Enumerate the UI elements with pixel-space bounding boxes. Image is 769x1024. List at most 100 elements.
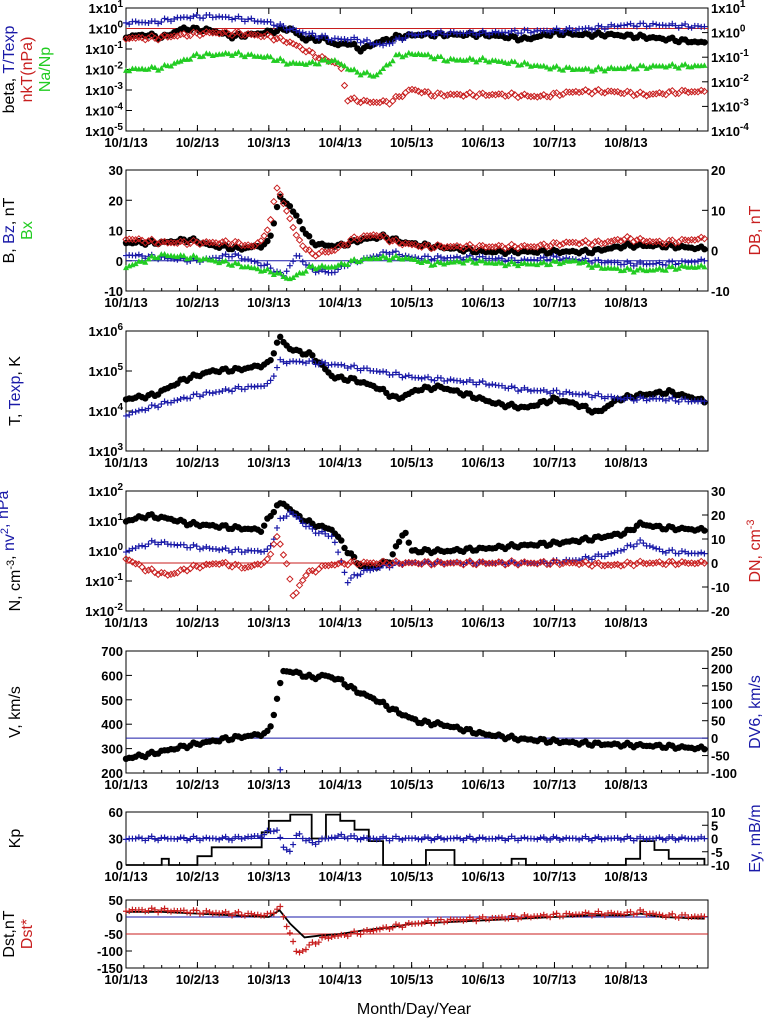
data-point (264, 265, 271, 272)
data-point (347, 36, 354, 43)
data-point (534, 836, 541, 843)
data-point (145, 66, 152, 72)
y-tick-label: 30 (109, 832, 123, 847)
data-point (212, 835, 219, 842)
data-point (389, 924, 396, 931)
x-tick-label: 10/8/13 (604, 615, 647, 630)
data-point (698, 549, 705, 556)
data-point (701, 398, 708, 405)
data-point (142, 407, 149, 414)
y2-tick-label: 1x10-4 (711, 122, 749, 139)
data-point (565, 238, 574, 247)
y-tick-label: 0 (116, 858, 123, 873)
data-point (161, 398, 168, 405)
data-point (592, 910, 599, 917)
data-point (267, 18, 274, 25)
y-tick-label: 1x10-3 (85, 81, 123, 98)
data-point (200, 392, 207, 399)
data-point (267, 53, 274, 60)
data-point (177, 14, 184, 21)
data-point (318, 562, 326, 570)
panel-p4: 10/1/13 10/2/13 10/3/13 10/4/13 10/5/13 10/6/… (0, 482, 764, 630)
data-point (601, 562, 609, 570)
data-point (376, 98, 384, 107)
data-point (145, 19, 152, 26)
data-point (386, 256, 393, 263)
data-point (354, 365, 361, 372)
data-point (543, 242, 551, 251)
data-point (540, 386, 547, 393)
data-point (636, 88, 644, 96)
data-point (357, 258, 364, 264)
data-point (559, 240, 567, 248)
data-point (180, 565, 188, 573)
data-point (347, 575, 354, 582)
data-point (437, 254, 444, 261)
data-point (254, 31, 262, 39)
x-tick-label: 10/7/13 (533, 615, 576, 630)
data-point (299, 46, 307, 54)
data-point (155, 67, 162, 73)
x-tick-label: 10/1/13 (104, 869, 147, 884)
data-point (261, 831, 268, 838)
data-point (688, 63, 695, 70)
data-point (630, 397, 637, 404)
y2-tick-label: 0 (711, 556, 718, 571)
data-point (607, 561, 615, 570)
data-point (319, 358, 326, 365)
data-point (277, 21, 284, 28)
data-point (540, 91, 548, 99)
data-point (457, 258, 464, 265)
y-axis-label: V, km/s (7, 686, 24, 738)
data-point (290, 274, 297, 281)
data-point (274, 57, 281, 63)
data-point (277, 356, 284, 363)
data-point (402, 373, 409, 380)
data-point (380, 42, 387, 49)
data-point (296, 516, 303, 523)
data-point (523, 243, 532, 251)
data-point (158, 19, 165, 26)
data-point (521, 259, 528, 266)
data-point (627, 542, 634, 549)
data-point (637, 265, 644, 271)
data-point (556, 560, 564, 569)
data-point (633, 260, 640, 267)
data-point (431, 255, 438, 262)
data-point (637, 394, 644, 401)
data-point (132, 408, 139, 415)
data-point (386, 40, 393, 47)
data-point (428, 30, 435, 37)
data-point (376, 68, 383, 75)
panel-p6: 10/1/13 10/2/13 10/3/13 10/4/13 10/5/13 10/6/… (7, 804, 764, 884)
data-point (309, 58, 316, 65)
data-point (473, 381, 480, 388)
data-point (173, 239, 182, 247)
data-point (270, 350, 278, 357)
data-point (473, 31, 480, 38)
data-point (672, 913, 679, 920)
data-point (621, 65, 628, 72)
data-point (219, 910, 226, 917)
x-tick-label: 10/3/13 (247, 777, 290, 792)
data-point (515, 388, 522, 395)
data-point (382, 234, 391, 242)
data-point (437, 834, 444, 841)
data-point (261, 262, 268, 269)
x-tick-label: 10/7/13 (533, 777, 576, 792)
data-point (193, 390, 200, 397)
data-point (595, 551, 602, 558)
data-point (598, 23, 605, 30)
data-point (341, 36, 348, 43)
data-point (196, 546, 203, 553)
data-point (200, 545, 207, 552)
data-point (254, 832, 261, 839)
data-point (521, 384, 528, 391)
y-tick-label: 1x106 (89, 322, 124, 339)
data-point (537, 912, 544, 919)
data-point (193, 254, 200, 260)
data-point (553, 25, 560, 32)
data-point (293, 513, 300, 520)
data-point (351, 66, 358, 72)
data-point (183, 32, 191, 40)
